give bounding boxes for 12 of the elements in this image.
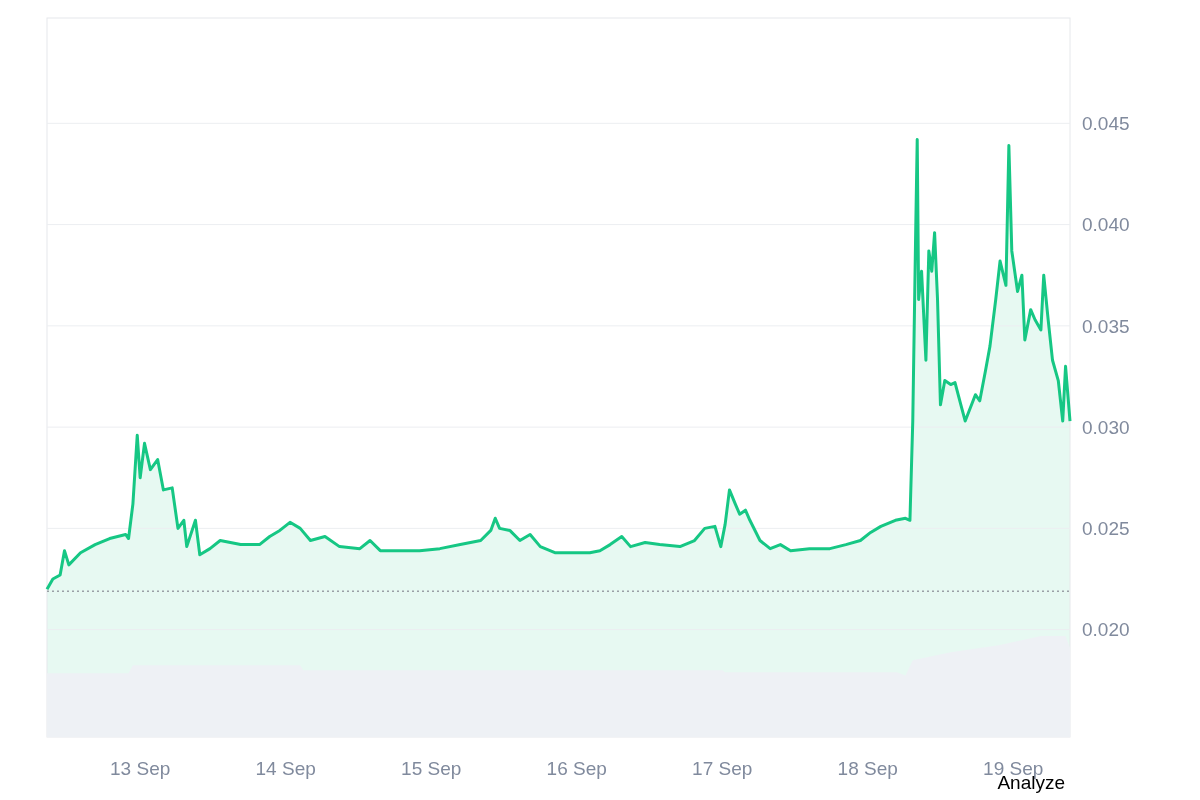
x-tick-label: 16 Sep [546,757,607,779]
y-tick-label: 0.045 [1082,112,1130,134]
x-tick-label: 15 Sep [401,757,462,779]
y-tick-label: 0.025 [1082,518,1130,540]
y-tick-label: 0.040 [1082,214,1130,236]
y-tick-label: 0.030 [1082,416,1130,438]
x-tick-label: 13 Sep [110,757,171,779]
x-tick-label: 17 Sep [692,757,753,779]
x-tick-label: 18 Sep [837,757,898,779]
y-tick-label: 0.020 [1082,619,1130,641]
y-tick-label: 0.035 [1082,315,1130,337]
x-tick-label: 14 Sep [255,757,316,779]
